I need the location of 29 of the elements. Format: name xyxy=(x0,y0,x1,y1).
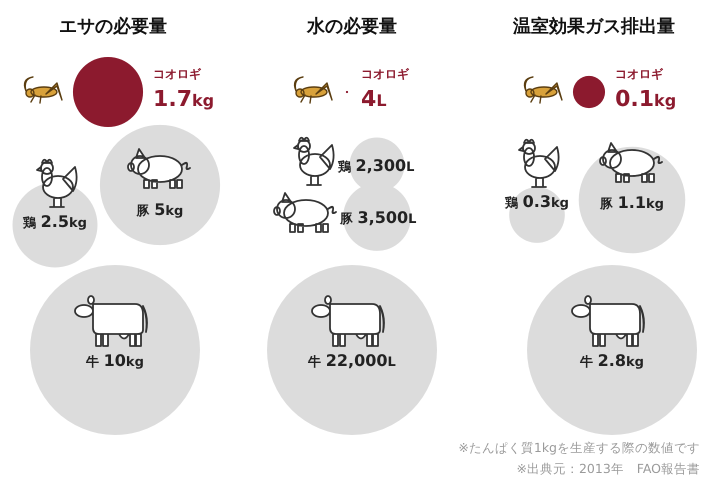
data-label: 0.3kg xyxy=(522,192,569,211)
category-label: コオロギ xyxy=(153,67,202,81)
category-label: 豚 xyxy=(599,197,618,212)
category-label: 牛 xyxy=(307,355,326,370)
data-label: 2,300L xyxy=(356,156,414,175)
category-label: コオロギ xyxy=(615,67,664,81)
data-label: 10kg xyxy=(104,351,144,370)
text: 温室効果ガス排出量 xyxy=(512,16,675,37)
category-label: 牛 xyxy=(85,355,104,370)
text: ※出典元：2013年 FAO報告書 xyxy=(516,461,700,476)
category-label: 豚 xyxy=(339,212,358,227)
text: エサの必要量 xyxy=(59,16,167,37)
data-label: 0.1kg xyxy=(615,87,676,112)
category-label: 鶏 xyxy=(337,160,356,175)
text: 水の必要量 xyxy=(306,16,397,37)
text: ※たんぱく質1kgを生産する際の数値です xyxy=(458,440,700,455)
data-label: 3,500L xyxy=(358,208,416,227)
data-label: 5kg xyxy=(154,200,184,219)
data-label: 22,000L xyxy=(326,351,396,370)
data-label: 2.5kg xyxy=(40,212,87,231)
data-label: 1.7kg xyxy=(153,87,214,112)
data-label: 1.1kg xyxy=(618,193,664,212)
data-label: 4L xyxy=(361,87,387,112)
category-label: 鶏 xyxy=(22,216,41,231)
category-label: 牛 xyxy=(579,355,598,370)
category-label: 鶏 xyxy=(504,196,523,211)
data-label: 2.8kg xyxy=(598,351,644,370)
category-label: コオロギ xyxy=(361,67,410,81)
category-label: 豚 xyxy=(136,204,154,219)
